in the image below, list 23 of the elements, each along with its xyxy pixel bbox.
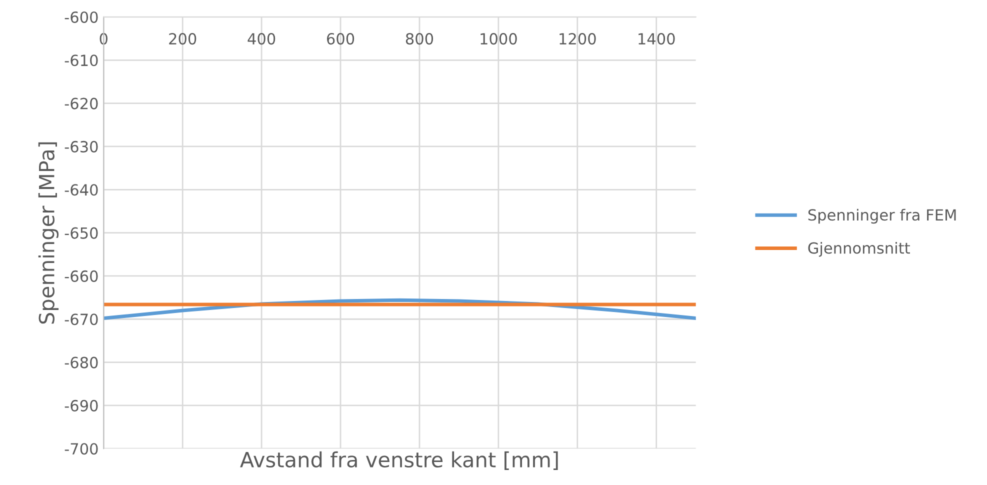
legend-label: Gjennomsnitt: [808, 242, 910, 257]
x-tick-label: 1200: [560, 33, 596, 45]
y-tick-label: -620: [64, 98, 98, 110]
y-tick-label: -630: [64, 140, 98, 152]
y-tick-label: -600: [64, 11, 98, 23]
y-tick-label: -610: [64, 54, 98, 66]
y-tick-label: -680: [64, 356, 98, 368]
x-tick-label: 1400: [638, 33, 675, 45]
x-tick-label: 800: [406, 33, 434, 45]
x-axis-title: Avstand fra venstre kant [mm]: [240, 451, 558, 470]
x-tick-label: 400: [248, 33, 276, 45]
y-tick-label: -650: [64, 227, 98, 239]
legend-label: Spenninger fra FEM: [808, 208, 956, 224]
y-axis-title: Spenninger [MPa]: [38, 142, 59, 324]
x-tick-label: 600: [327, 33, 354, 45]
x-tick-label: 1000: [480, 33, 517, 45]
x-tick-label: 200: [169, 33, 196, 45]
y-tick-label: -660: [64, 270, 98, 282]
y-tick-label: -700: [64, 443, 98, 455]
x-tick-label: 0: [100, 33, 108, 45]
y-tick-label: -640: [64, 184, 98, 196]
y-tick-label: -690: [64, 400, 98, 412]
y-tick-label: -670: [64, 314, 98, 326]
